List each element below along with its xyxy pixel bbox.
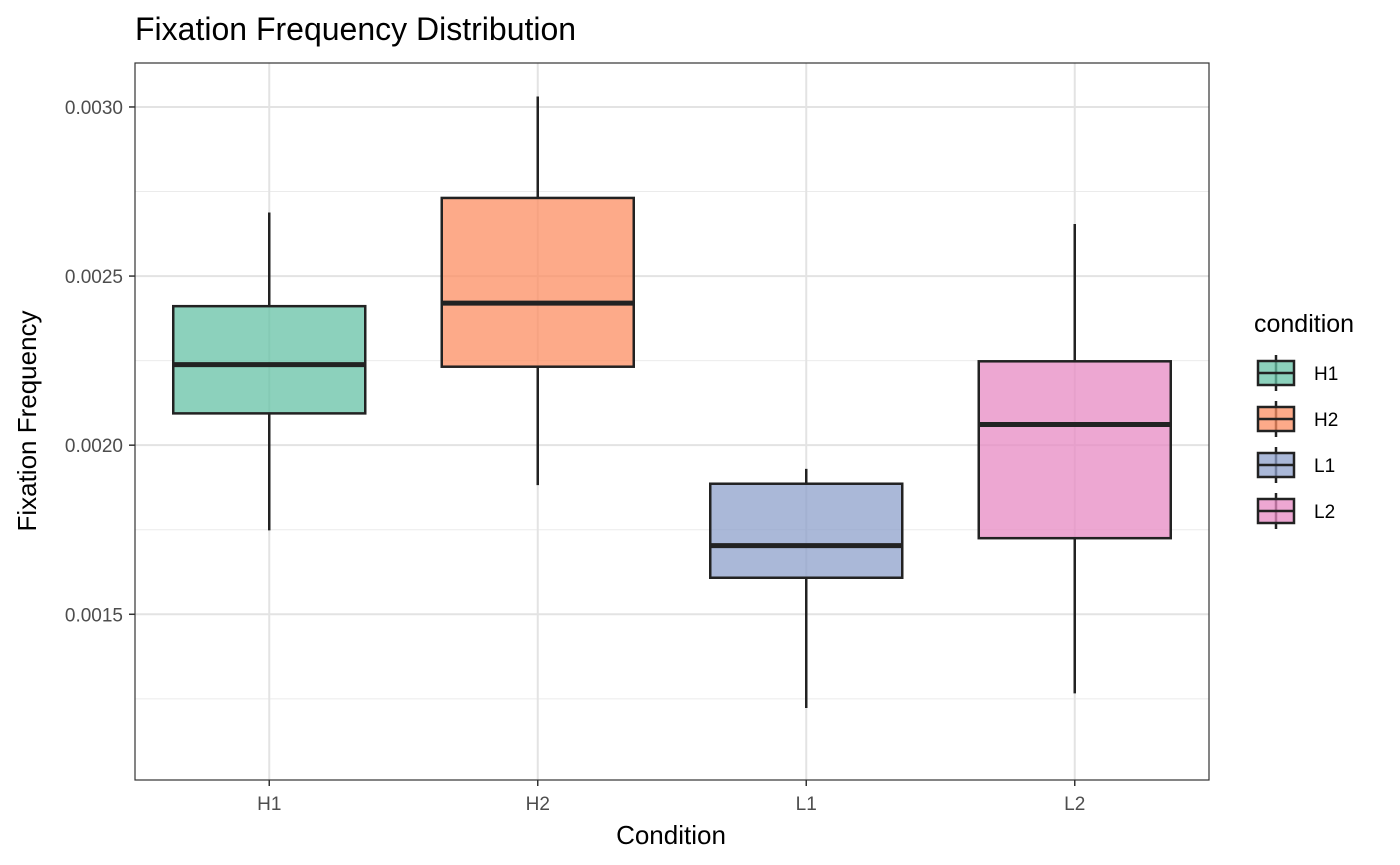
- legend-label: L2: [1314, 502, 1335, 523]
- box-iqr: [440, 196, 635, 368]
- plot-panel-border: [134, 62, 1210, 781]
- x-axis-title: Condition: [616, 820, 726, 850]
- box-l2: [977, 223, 1172, 694]
- box-iqr: [977, 360, 1172, 540]
- legend-label: H1: [1314, 364, 1338, 385]
- x-tick-label: H1: [257, 794, 281, 815]
- box-h1: [172, 212, 367, 531]
- x-tick-label: H2: [526, 794, 550, 815]
- legend-item-l2: L2: [1256, 493, 1335, 529]
- x-tick-label: L2: [1064, 794, 1085, 815]
- box-iqr: [709, 482, 904, 580]
- x-tick-label: L1: [796, 794, 817, 815]
- y-axis-ticks: 0.0015 0.0020 0.0025 0.0030: [65, 98, 135, 626]
- legend-item-h1: H1: [1256, 355, 1338, 391]
- y-tick-label: 0.0030: [65, 98, 123, 119]
- legend-label: L1: [1314, 456, 1335, 477]
- legend-label: H2: [1314, 410, 1338, 431]
- box-iqr: [172, 304, 367, 415]
- y-axis-title: Fixation Frequency: [12, 310, 42, 531]
- x-axis-ticks: H1 H2 L1 L2: [257, 780, 1085, 815]
- box-h2: [440, 96, 635, 486]
- boxes: [172, 96, 1172, 708]
- legend: condition H1 H2 L1 L2: [1254, 310, 1354, 529]
- box-l1: [709, 468, 904, 708]
- y-tick-label: 0.0020: [65, 436, 123, 457]
- y-tick-label: 0.0015: [65, 605, 123, 626]
- chart-title: Fixation Frequency Distribution: [135, 11, 576, 47]
- y-tick-label: 0.0025: [65, 267, 123, 288]
- legend-title: condition: [1254, 310, 1354, 338]
- legend-item-l1: L1: [1256, 447, 1335, 483]
- legend-item-h2: H2: [1256, 401, 1338, 437]
